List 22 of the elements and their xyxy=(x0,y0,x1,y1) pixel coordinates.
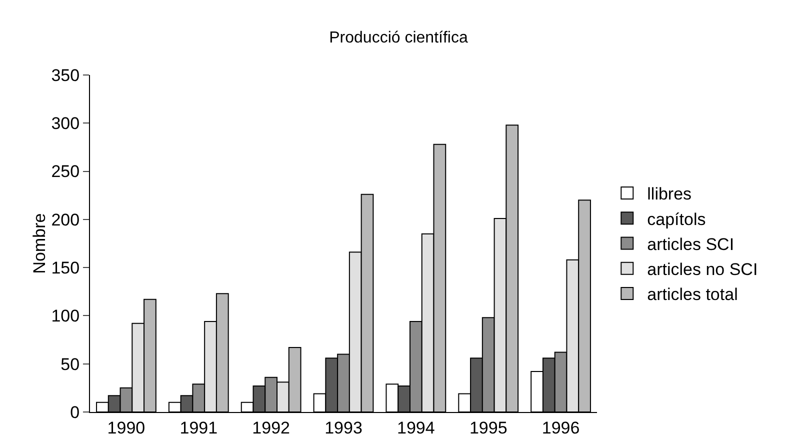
y-axis-title: Nombre xyxy=(30,213,50,274)
legend-label: articles no SCI xyxy=(647,260,758,279)
x-tick-label: 1995 xyxy=(469,418,508,438)
legend-label: capítols xyxy=(647,210,706,229)
x-tick-label: 1994 xyxy=(397,418,435,438)
x-tick-label: 1991 xyxy=(180,418,218,438)
chart-title: Producció científica xyxy=(329,29,468,46)
y-tick-label: 100 xyxy=(51,306,80,326)
y-tick-label: 50 xyxy=(60,354,80,374)
legend-label: articles total xyxy=(647,285,738,304)
x-tick-label: 1996 xyxy=(542,418,580,438)
y-tick-label: 350 xyxy=(51,66,80,85)
y-tick-label: 300 xyxy=(51,114,80,134)
x-tick-label: 1990 xyxy=(107,418,146,438)
legend-label: articles SCI xyxy=(647,234,734,254)
x-tick-label: 1993 xyxy=(324,418,362,438)
y-tick-label: 150 xyxy=(51,258,80,278)
legend-label: llibres xyxy=(647,184,692,204)
y-tick-label: 200 xyxy=(51,210,80,230)
x-tick-label: 1992 xyxy=(252,418,290,438)
y-tick-label: 0 xyxy=(70,402,80,422)
y-tick-label: 250 xyxy=(51,162,80,182)
